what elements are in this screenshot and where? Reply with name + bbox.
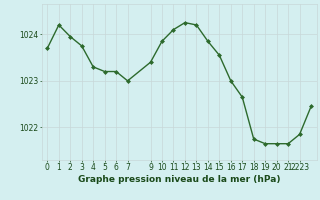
X-axis label: Graphe pression niveau de la mer (hPa): Graphe pression niveau de la mer (hPa)	[78, 175, 280, 184]
